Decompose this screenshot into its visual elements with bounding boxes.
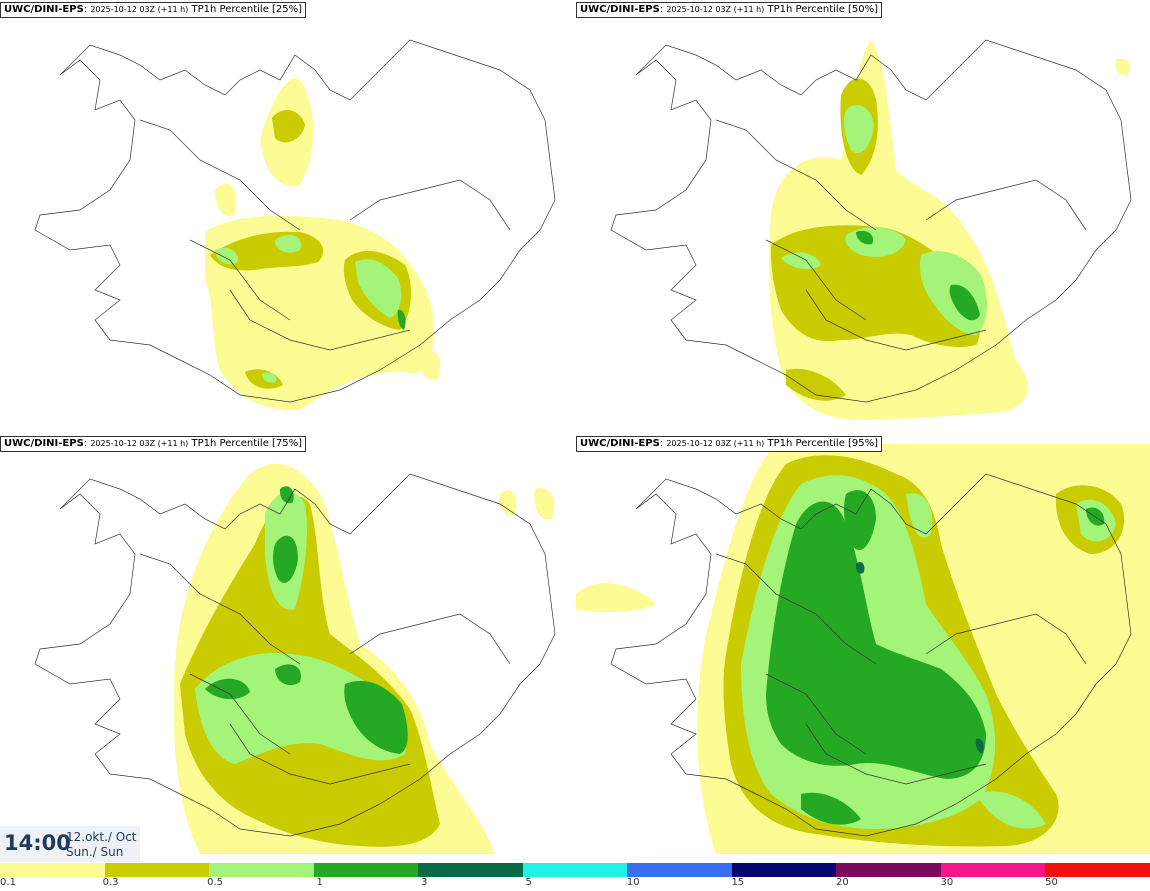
colorbar xyxy=(0,863,1150,877)
field-name: TP1h Percentile [95%] xyxy=(767,438,879,449)
coastline xyxy=(610,39,1132,403)
colorbar-tick-label: 0.3 xyxy=(102,877,119,888)
colorbar-segment xyxy=(522,863,628,877)
model-name: UWC/DINI-EPS xyxy=(580,438,660,449)
colorbar-tick-label: 30 xyxy=(940,877,954,888)
panel-title: UWC/DINI-EPS: 2025-10-12 03Z (+11 h) TP1… xyxy=(0,2,307,18)
colorbar-tick-label: 50 xyxy=(1045,877,1058,888)
colorbar-segment xyxy=(627,863,732,877)
precip-map xyxy=(34,463,556,854)
precip-field xyxy=(173,463,555,854)
precip-field xyxy=(769,40,1131,420)
precip-map xyxy=(610,39,1132,420)
model-name: UWC/DINI-EPS xyxy=(4,4,84,15)
colorbar-tick-label: 15 xyxy=(731,877,745,888)
colorbar-tick-label: 5 xyxy=(525,877,532,888)
colorbar-segment xyxy=(731,863,837,877)
precip-field xyxy=(205,78,441,411)
colorbar-tick-label: 0.5 xyxy=(207,877,224,888)
valid-day: Sun./ Sun xyxy=(66,845,124,859)
coastline xyxy=(34,39,556,403)
precip-field xyxy=(576,444,1150,854)
model-name: UWC/DINI-EPS xyxy=(4,438,84,449)
run-time: 2025-10-12 03Z (+11 h) xyxy=(90,5,189,14)
colorbar-segment xyxy=(104,863,210,877)
map-panel-95: UWC/DINI-EPS: 2025-10-12 03Z (+11 h) TP1… xyxy=(576,434,1150,866)
colorbar-segment xyxy=(1045,863,1150,877)
map-panel-25: UWC/DINI-EPS: 2025-10-12 03Z (+11 h) TP1… xyxy=(0,0,574,432)
colorbar-segment xyxy=(209,863,314,877)
valid-date: 12.okt./ Oct xyxy=(66,830,137,844)
run-time: 2025-10-12 03Z (+11 h) xyxy=(666,439,765,448)
colorbar-segment xyxy=(313,863,419,877)
colorbar-tick-label: 20 xyxy=(835,877,849,888)
map-panel-50: UWC/DINI-EPS: 2025-10-12 03Z (+11 h) TP1… xyxy=(576,0,1150,432)
field-name: TP1h Percentile [75%] xyxy=(191,438,303,449)
colorbar-tick-label: 10 xyxy=(626,877,640,888)
model-name: UWC/DINI-EPS xyxy=(580,4,660,15)
colorbar-segment xyxy=(940,863,1046,877)
colorbar-tick-label: 3 xyxy=(420,877,428,888)
precip-map xyxy=(34,39,556,411)
map-panel-75: UWC/DINI-EPS: 2025-10-12 03Z (+11 h) TP1… xyxy=(0,434,574,866)
field-name: TP1h Percentile [50%] xyxy=(767,4,879,15)
panel-title: UWC/DINI-EPS: 2025-10-12 03Z (+11 h) TP1… xyxy=(576,2,883,18)
colorbar-tick-label: 0.1 xyxy=(0,877,16,888)
colorbar-ticks: 0.1 0.3 0.5 1 3 5 10 15 20 30 50 xyxy=(0,877,1150,891)
panel-title: UWC/DINI-EPS: 2025-10-12 03Z (+11 h) TP1… xyxy=(0,436,307,452)
colorbar-segment xyxy=(418,863,523,877)
precip-map xyxy=(576,444,1150,854)
valid-time: 14:00 xyxy=(4,831,71,855)
panel-title: UWC/DINI-EPS: 2025-10-12 03Z (+11 h) TP1… xyxy=(576,436,883,452)
run-time: 2025-10-12 03Z (+11 h) xyxy=(666,5,765,14)
colorbar-tick-label: 1 xyxy=(316,877,323,888)
valid-time-box: 14:00 12.okt./ Oct Sun./ Sun xyxy=(0,826,140,862)
coastline xyxy=(34,473,556,837)
coastline xyxy=(610,473,1132,837)
colorbar-segment xyxy=(0,863,105,877)
field-name: TP1h Percentile [25%] xyxy=(191,4,303,15)
colorbar-segment xyxy=(836,863,941,877)
run-time: 2025-10-12 03Z (+11 h) xyxy=(90,439,189,448)
